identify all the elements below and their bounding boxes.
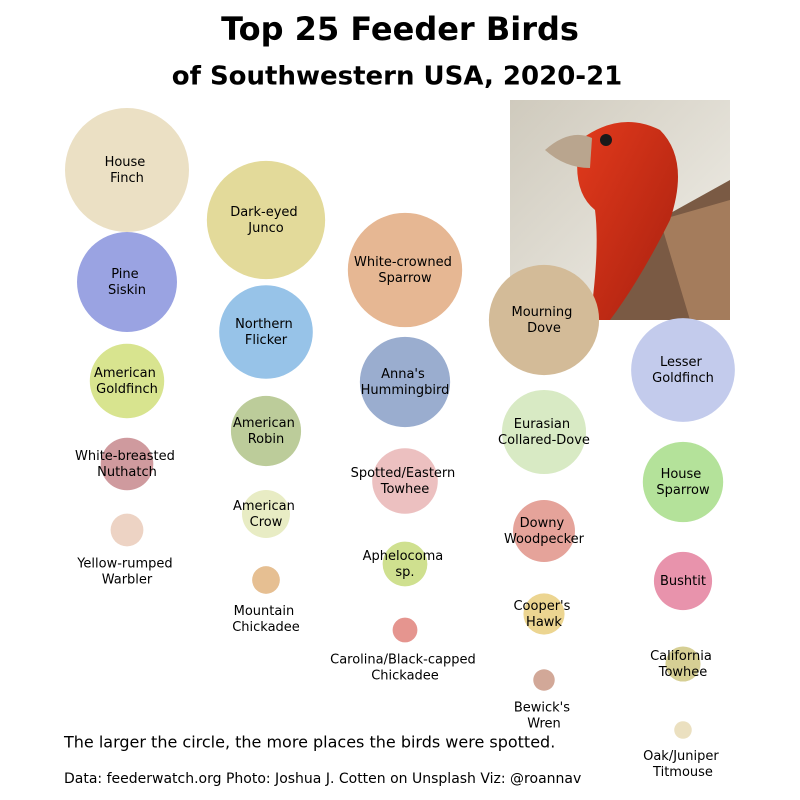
bubble [100, 437, 154, 491]
bubble-label: Yellow-rumped Warbler [76, 556, 177, 587]
bubble-label: Spotted/Eastern Towhee [351, 466, 460, 497]
bubble-label: Carolina/Black-capped Chickadee [330, 652, 480, 683]
bubble [347, 212, 463, 328]
bubble [674, 721, 692, 739]
bubble [501, 389, 587, 475]
bubble-label: Oak/Juniper Titmouse [643, 748, 723, 779]
bubble [382, 541, 428, 587]
bubble-label: Downy Woodpecker [504, 516, 585, 547]
bubbles: House Finch Dark-eyed Junco White-crowned … [65, 108, 735, 779]
bubble-label: American Robin [233, 416, 299, 447]
bubble-label: American Goldfinch [94, 366, 160, 397]
bubble [89, 343, 165, 419]
bubble [230, 395, 302, 467]
chart-subtitle: of Southwestern USA, 2020-21 [172, 62, 623, 92]
bubble-label: Aphelocoma sp. [363, 549, 448, 580]
bubble-label: Pine Siskin [108, 267, 146, 298]
bubble [65, 108, 189, 232]
bubble-label: American Crow [233, 499, 299, 530]
bubble-label: House Finch [105, 155, 150, 186]
bubble-label: Mourning Dove [512, 305, 577, 336]
bubble-label: Bewick's Wren [514, 700, 574, 731]
bubble-label: White-breasted Nuthatch [75, 449, 179, 480]
chart-title: Top 25 Feeder Birds [221, 10, 579, 48]
source: Data: feederwatch.org Photo: Joshua J. C… [64, 771, 581, 787]
bubble [359, 336, 451, 428]
bubble-label: White-crowned Sparrow [354, 255, 456, 286]
bubble [110, 513, 144, 547]
bubble [77, 232, 177, 332]
bubble [219, 285, 313, 379]
bubble [642, 441, 724, 523]
bubble-label: House Sparrow [656, 467, 710, 498]
bubble [241, 489, 291, 539]
bubble-label: Northern Flicker [235, 317, 297, 348]
bubble [513, 500, 575, 562]
bubble-label: Bushtit [660, 574, 706, 589]
bubble-label: Dark-eyed Junco [230, 205, 302, 236]
bubble [665, 646, 701, 682]
bubble-label: Eurasian Collared-Dove [498, 417, 590, 448]
bubble-label: Lesser Goldfinch [652, 355, 714, 386]
bubble [631, 318, 735, 422]
bubble-label: Mountain Chickadee [232, 603, 300, 634]
note: The larger the circle, the more places t… [63, 733, 555, 752]
bubble [653, 551, 713, 611]
bubble-label: Anna's Hummingbird [361, 367, 450, 398]
bubble [392, 617, 418, 643]
bubble [252, 566, 280, 594]
bubble [372, 448, 438, 514]
bubble-label: California Towhee [650, 649, 716, 680]
bubble [523, 593, 565, 635]
bubble [488, 264, 600, 376]
bubble [206, 160, 326, 280]
bubble [533, 669, 555, 691]
bubble-label: Cooper's Hawk [513, 599, 574, 630]
